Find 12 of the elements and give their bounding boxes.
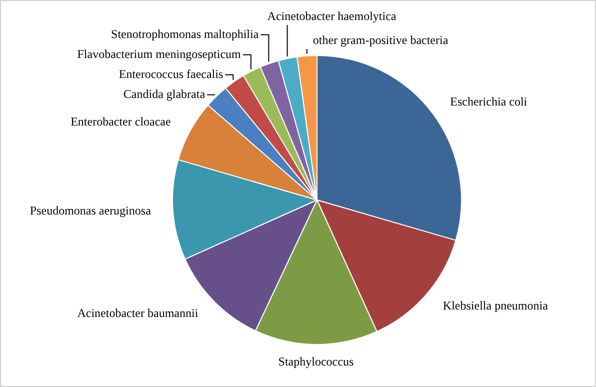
slice-label: Klebsiella pneumonia [442,298,549,312]
slice-label: Enterococcus faecalis [118,66,224,81]
slice-label: Enterobacter cloacae [70,114,171,128]
slice-label: Escherichia coli [450,94,528,109]
slice-label: Stenotrophomonas maltophilia [111,26,260,41]
slice-label: Candida glabrata [123,86,206,101]
slice-label: Acinetobacter baumannii [77,306,199,320]
slice-label: Pseudomonas aeruginosa [30,203,152,218]
slice-label: other gram-positive bacteria [312,33,449,48]
slice-label: Acinetobacter haemolytica [267,9,397,24]
slice-label: Flavobacterium meningosepticum [77,46,242,61]
slice-label: Staphylococcus [278,354,354,369]
